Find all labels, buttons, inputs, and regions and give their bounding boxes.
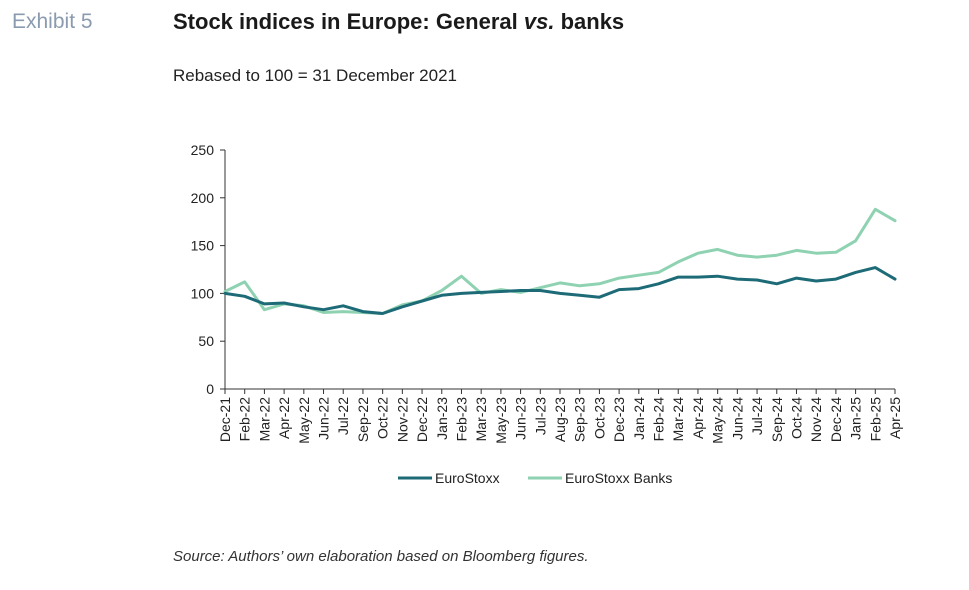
title-part-1: Stock indices in Europe: General: [173, 9, 524, 34]
x-tick-label: Apr-22: [276, 397, 292, 439]
x-tick-label: Apr-25: [887, 397, 903, 439]
x-tick-label: Oct-22: [375, 397, 391, 439]
y-tick-label: 150: [191, 238, 215, 254]
x-tick-label: Feb-23: [453, 397, 469, 442]
x-tick-label: Jun-22: [316, 397, 332, 440]
x-tick-label: Feb-22: [237, 397, 253, 442]
y-tick-label: 250: [191, 142, 215, 158]
x-tick-label: Jan-24: [631, 397, 647, 440]
x-tick-label: Oct-24: [788, 397, 804, 439]
chart-subtitle: Rebased to 100 = 31 December 2021: [173, 66, 458, 85]
x-tick-label: Jul-23: [532, 397, 548, 435]
x-tick-label: Feb-24: [651, 397, 667, 442]
x-tick-label: Mar-22: [256, 397, 272, 442]
series-line-eurostoxx-banks: [223, 207, 897, 315]
x-tick-label: Dec-22: [414, 397, 430, 442]
x-tick-label: Nov-22: [394, 397, 410, 442]
x-tick-label: Sep-23: [572, 397, 588, 442]
legend-label-eurostoxx-banks: EuroStoxx Banks: [565, 470, 672, 486]
title-vs: vs.: [523, 9, 555, 34]
chart-title: Stock indices in Europe: General vs. ban…: [173, 9, 624, 35]
x-tick-label: Jan-23: [434, 397, 450, 440]
exhibit-label: Exhibit 5: [12, 10, 93, 33]
y-tick-label: 0: [206, 381, 214, 397]
x-tick-label: Oct-23: [591, 397, 607, 439]
y-tick-label: 200: [191, 190, 215, 206]
x-tick-label: Feb-25: [867, 397, 883, 442]
x-tick-label: Apr-24: [690, 397, 706, 439]
x-tick-label: Mar-23: [473, 397, 489, 442]
x-tick-label: Nov-24: [808, 397, 824, 442]
x-tick-label: Dec-21: [217, 397, 233, 442]
y-tick-label: 50: [198, 333, 214, 349]
x-tick-label: May-23: [493, 397, 509, 444]
legend-label-eurostoxx: EuroStoxx: [435, 470, 500, 486]
x-tick-label: Jul-22: [335, 397, 351, 435]
x-tick-label: Sep-22: [355, 397, 371, 442]
x-tick-label: Jun-24: [729, 397, 745, 440]
x-tick-label: Mar-24: [670, 397, 686, 442]
series-line-eurostoxx: [223, 266, 897, 315]
x-tick-label: Sep-24: [769, 397, 785, 442]
x-tick-label: Dec-24: [828, 397, 844, 442]
x-tick-label: Jan-25: [848, 397, 864, 440]
x-tick-label: May-22: [296, 397, 312, 444]
x-tick-label: Jun-23: [513, 397, 529, 440]
y-tick-label: 100: [191, 285, 215, 301]
x-tick-label: May-24: [710, 397, 726, 444]
x-tick-label: Jul-24: [749, 397, 765, 435]
x-tick-label: Aug-23: [552, 397, 568, 442]
x-tick-label: Dec-23: [611, 397, 627, 442]
title-part-2: banks: [554, 9, 625, 34]
source-note: Source: Authors’ own elaboration based o…: [173, 548, 589, 565]
